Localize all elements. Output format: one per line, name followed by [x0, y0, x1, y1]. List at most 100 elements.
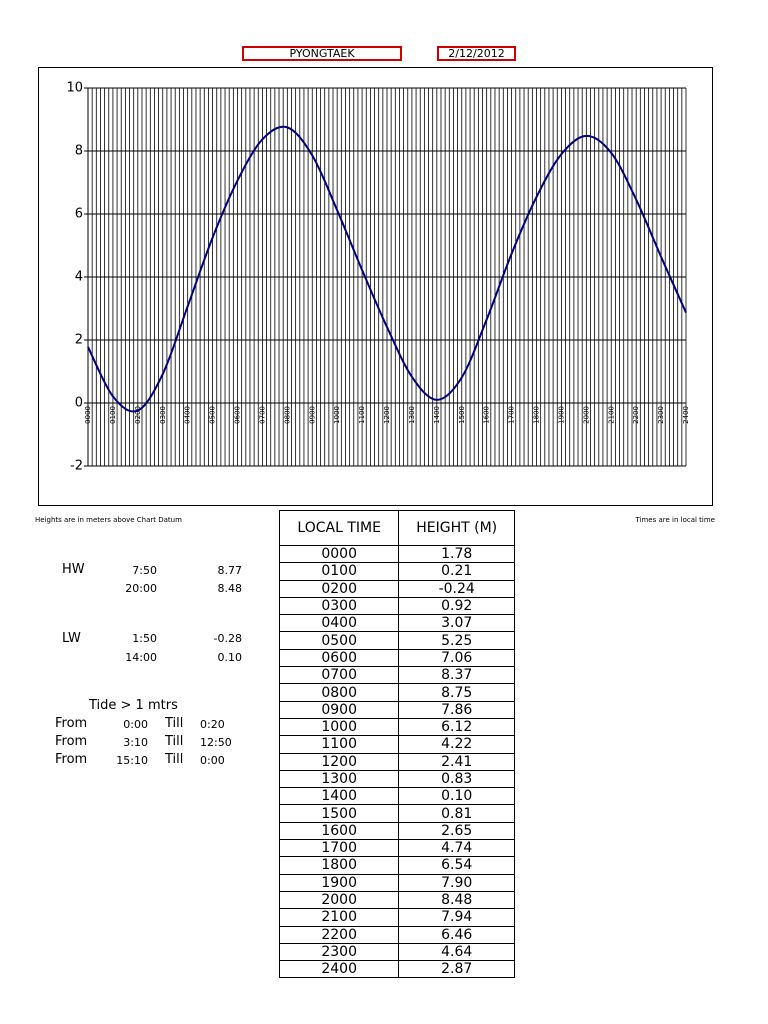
table-row: 0200 -0.24	[278, 579, 515, 598]
height-cell: 2.65	[398, 821, 515, 841]
x-tick-label: 2000	[582, 406, 590, 424]
table-row: 0000 1.78	[278, 544, 515, 564]
column-header: LOCAL TIME	[278, 510, 400, 546]
height-cell: 0.81	[398, 804, 515, 823]
time-cell: 1700	[278, 839, 400, 858]
height-cell: 0.83	[398, 769, 515, 789]
y-tick-label: 8	[75, 144, 83, 159]
table-row: 1400 0.10	[278, 787, 515, 806]
table-row: 0500 5.25	[278, 631, 515, 650]
x-tick-label: 1100	[358, 406, 366, 424]
time-cell: 0200	[278, 579, 400, 598]
date: 2/12/2012	[437, 46, 516, 61]
height-cell: 4.22	[398, 735, 515, 754]
x-tick-label: 0100	[109, 406, 117, 424]
table-row: 0800 8.75	[278, 683, 515, 702]
till-label: Till	[165, 716, 184, 731]
table-row: 1800 6.54	[278, 856, 515, 875]
time-cell: 2300	[278, 942, 400, 962]
lw-height: 0.10	[217, 651, 243, 664]
height-cell: 6.54	[398, 856, 515, 875]
height-cell: 3.07	[398, 614, 515, 633]
time-cell: 1100	[278, 735, 400, 754]
hw-time: 20:00	[125, 582, 157, 595]
time-cell: 0000	[278, 544, 400, 564]
till-label: Till	[165, 734, 184, 749]
x-tick-label: 1000	[333, 406, 341, 424]
lw-time: 1:50	[132, 632, 157, 645]
table-row: 2400 2.87	[278, 960, 515, 979]
time-cell: 2200	[278, 925, 400, 944]
table-row: 1100 4.22	[278, 735, 515, 754]
height-cell: 5.25	[398, 631, 515, 650]
table-row: 2100 7.94	[278, 908, 515, 927]
height-cell: 7.90	[398, 873, 515, 892]
x-tick-label: 1700	[508, 406, 516, 424]
hw-time: 7:50	[132, 564, 157, 577]
table-row: 0900 7.86	[278, 700, 515, 719]
time-cell: 0900	[278, 700, 400, 719]
y-tick-label: 10	[66, 81, 83, 96]
y-tick-label: 2	[75, 333, 83, 348]
table-row: 0400 3.07	[278, 614, 515, 633]
height-cell: 7.94	[398, 908, 515, 927]
x-tick-label: 0600	[234, 406, 242, 424]
time-cell: 1400	[278, 787, 400, 806]
till-time: 12:50	[200, 736, 232, 749]
from-time: 15:10	[116, 754, 148, 767]
from-label: From	[55, 734, 88, 749]
time-cell: 0800	[278, 683, 400, 702]
table-row: 1500 0.81	[278, 804, 515, 823]
x-tick-label: 0900	[308, 406, 316, 424]
tide-line	[87, 125, 687, 413]
x-tick-label: 2100	[607, 406, 615, 424]
time-cell: 1200	[278, 752, 400, 771]
from-time: 0:00	[123, 718, 148, 731]
x-tick-label: 0800	[283, 406, 291, 424]
table-row: 1900 7.90	[278, 873, 515, 892]
time-cell: 0500	[278, 631, 400, 650]
y-tick-label: 4	[75, 270, 83, 285]
lw-height: -0.28	[213, 632, 242, 645]
x-tick-label: 1200	[383, 406, 391, 424]
x-tick-label: 1600	[483, 406, 491, 424]
table-row: 1600 2.65	[278, 821, 515, 841]
time-cell: 1800	[278, 856, 400, 875]
station: PYONGTAEK	[242, 46, 402, 61]
table-row: 2000 8.48	[278, 890, 515, 910]
from-label: From	[55, 716, 88, 731]
height-cell: 0.10	[398, 787, 515, 806]
column-header: HEIGHT (M)	[398, 510, 515, 546]
x-tick-label: 2400	[682, 406, 690, 424]
time-cell: 2100	[278, 908, 400, 927]
table-row: 0300 0.92	[278, 596, 515, 616]
time-cell: 1600	[278, 821, 400, 841]
table-row: 1300 0.83	[278, 769, 515, 789]
x-tick-label: 0700	[258, 406, 266, 424]
height-cell: 4.74	[398, 839, 515, 858]
height-cell: 7.06	[398, 648, 515, 668]
x-tick-label: 1500	[458, 406, 466, 424]
height-cell: 0.92	[398, 596, 515, 616]
till-time: 0:20	[200, 718, 225, 731]
time-cell: 1300	[278, 769, 400, 789]
heights-note: Heights are in meters above Chart Datum	[35, 516, 182, 524]
from-time: 3:10	[123, 736, 148, 749]
height-cell: 8.75	[398, 683, 515, 702]
table-row: 0600 7.06	[278, 648, 515, 668]
y-tick-label: 0	[75, 396, 83, 411]
y-tick-label: -2	[70, 459, 83, 474]
table-row: 0700 8.37	[278, 666, 515, 685]
x-tick-label: 1400	[433, 406, 441, 424]
x-tick-label: 0400	[184, 406, 192, 424]
table-row: 0100 0.21	[278, 562, 515, 581]
height-cell: 2.41	[398, 752, 515, 771]
hw-height: 8.48	[217, 582, 243, 595]
table-row: 1700 4.74	[278, 839, 515, 858]
time-cell: 0100	[278, 562, 400, 581]
x-tick-label: 0000	[84, 406, 92, 424]
y-tick-label: 6	[75, 207, 83, 222]
height-cell: 2.87	[398, 960, 515, 979]
times-note: Times are in local time	[635, 516, 715, 524]
table-row: 1000 6.12	[278, 717, 515, 737]
